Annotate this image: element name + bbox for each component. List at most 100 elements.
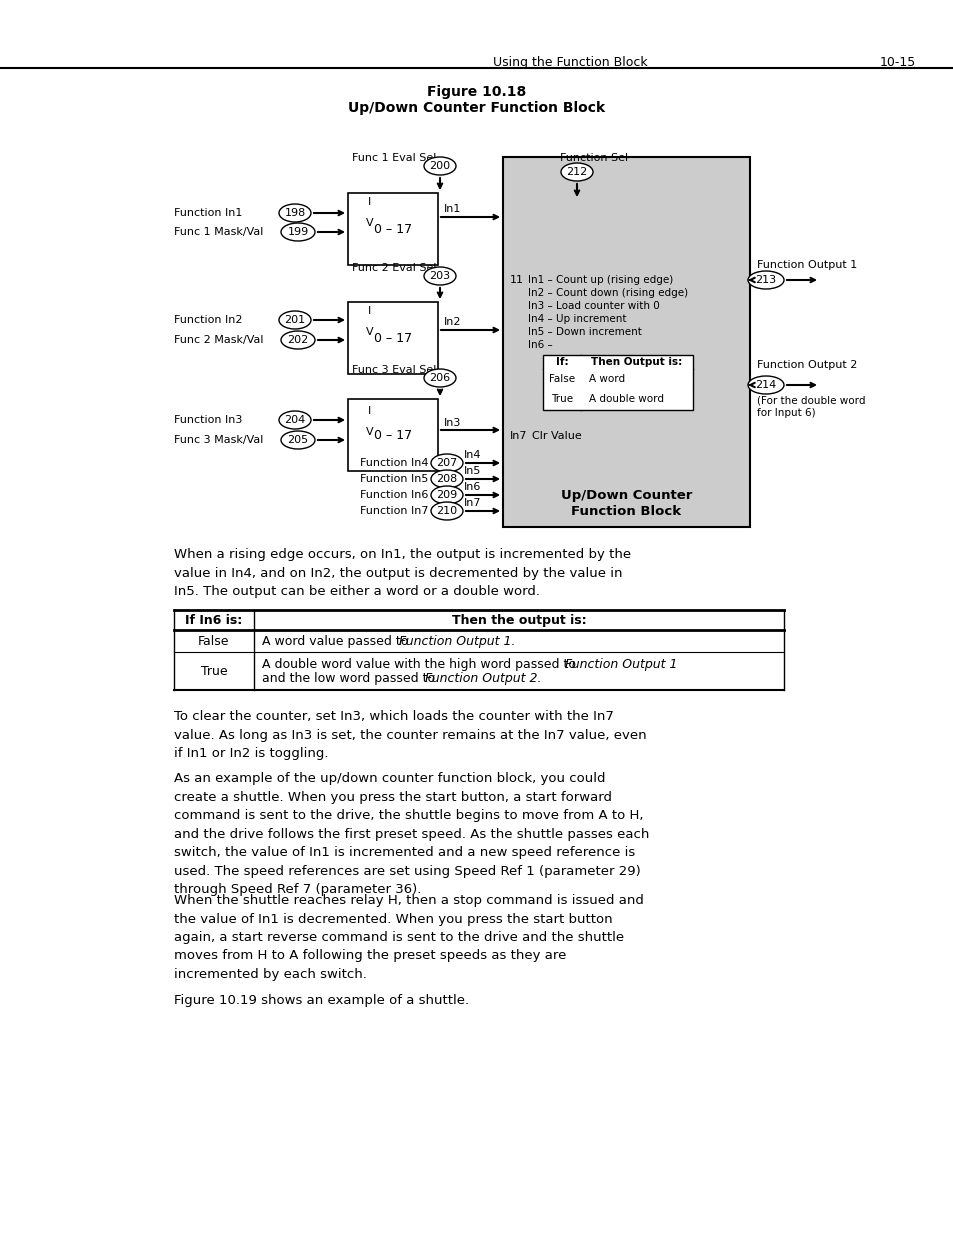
Text: Figure 10.18: Figure 10.18 [427,85,526,99]
Text: To clear the counter, set In3, which loads the counter with the In7
value. As lo: To clear the counter, set In3, which loa… [173,710,646,760]
Text: False: False [198,635,230,647]
Text: In3: In3 [443,417,461,429]
Ellipse shape [431,487,462,504]
Bar [348,303,437,374]
Text: In2 – Count down (rising edge): In2 – Count down (rising edge) [527,288,687,298]
Text: 10-15: 10-15 [879,56,915,68]
Text: In4 – Up increment: In4 – Up increment [527,314,626,324]
Text: Function In7: Function In7 [359,506,428,516]
Text: True: True [551,394,573,404]
Text: 205: 205 [287,435,308,445]
Ellipse shape [278,204,311,222]
Text: Function Output 1: Function Output 1 [757,261,857,270]
Bar [348,399,437,471]
Text: A word: A word [588,374,624,384]
Text: In1 – Count up (rising edge): In1 – Count up (rising edge) [527,275,673,285]
Text: Figure 10.19 shows an example of a shuttle.: Figure 10.19 shows an example of a shutt… [173,994,469,1007]
Text: Clr Value: Clr Value [532,431,581,441]
Text: A double word value with the high word passed to: A double word value with the high word p… [262,657,579,671]
Ellipse shape [281,331,314,350]
Ellipse shape [747,375,783,394]
Text: Function Block: Function Block [571,505,680,517]
Ellipse shape [423,267,456,285]
Text: 200: 200 [429,161,450,170]
Text: 208: 208 [436,474,457,484]
Text: In6: In6 [463,482,481,492]
Text: Function In6: Function In6 [359,490,428,500]
Text: Function Output 2.: Function Output 2. [424,672,541,684]
Text: 213: 213 [755,275,776,285]
Text: Then Output is:: Then Output is: [591,357,682,367]
Text: 212: 212 [566,167,587,177]
Text: 209: 209 [436,490,457,500]
Text: If In6 is:: If In6 is: [185,614,242,626]
Text: When the shuttle reaches relay H, then a stop command is issued and
the value of: When the shuttle reaches relay H, then a… [173,894,643,981]
Text: When a rising edge occurs, on In1, the output is incremented by the
value in In4: When a rising edge occurs, on In1, the o… [173,548,631,598]
Text: In7: In7 [463,498,481,508]
Text: False: False [548,374,575,384]
Bar [502,157,749,527]
Text: 198: 198 [284,207,305,219]
Ellipse shape [431,454,462,472]
Text: 203: 203 [429,270,450,282]
Ellipse shape [560,163,593,182]
Text: 207: 207 [436,458,457,468]
Text: V: V [366,427,374,437]
Text: I: I [368,406,372,416]
Bar [348,193,437,266]
Text: Function In2: Function In2 [173,315,242,325]
Text: Func 3 Eval Sel: Func 3 Eval Sel [352,366,436,375]
Text: A double word: A double word [588,394,663,404]
Text: 0 – 17: 0 – 17 [374,222,412,236]
Text: In5 – Down increment: In5 – Down increment [527,327,641,337]
Text: Function Sel: Function Sel [559,153,627,163]
Ellipse shape [747,270,783,289]
Text: In1: In1 [443,204,461,214]
Text: 210: 210 [436,506,457,516]
Text: Func 1 Mask/Val: Func 1 Mask/Val [173,227,263,237]
Ellipse shape [431,501,462,520]
Text: V: V [366,327,374,337]
Text: Up/Down Counter: Up/Down Counter [560,489,692,501]
Text: 201: 201 [284,315,305,325]
Ellipse shape [423,369,456,387]
Text: Function Output 2: Function Output 2 [757,359,857,370]
Text: 202: 202 [287,335,309,345]
Text: 214: 214 [755,380,776,390]
Text: V: V [366,219,374,228]
Text: Func 3 Mask/Val: Func 3 Mask/Val [173,435,263,445]
Text: If:: If: [555,357,568,367]
Text: In2: In2 [443,317,461,327]
Text: In3 – Load counter with 0: In3 – Load counter with 0 [527,301,659,311]
Text: I: I [368,198,372,207]
Text: for Input 6): for Input 6) [757,408,815,417]
Text: Func 2 Eval Sel: Func 2 Eval Sel [352,263,436,273]
Text: In6 –: In6 – [527,340,552,350]
Text: 204: 204 [284,415,305,425]
Text: Using the Function Block: Using the Function Block [492,56,647,68]
Text: 0 – 17: 0 – 17 [374,331,412,345]
Text: A word value passed to: A word value passed to [262,635,412,647]
Bar [542,354,692,410]
Text: and the low word passed to: and the low word passed to [262,672,438,684]
Text: 11: 11 [510,275,523,285]
Text: 0 – 17: 0 – 17 [374,429,412,441]
Text: True: True [200,664,227,678]
Text: Function Output 1: Function Output 1 [564,657,677,671]
Ellipse shape [281,224,314,241]
Text: Function Output 1.: Function Output 1. [398,635,515,647]
Text: As an example of the up/down counter function block, you could
create a shuttle.: As an example of the up/down counter fun… [173,772,649,897]
Text: Up/Down Counter Function Block: Up/Down Counter Function Block [348,101,605,115]
Text: I: I [368,306,372,316]
Text: Function In1: Function In1 [173,207,242,219]
Text: In4: In4 [463,450,481,459]
Text: 206: 206 [429,373,450,383]
Text: (For the double word: (For the double word [757,395,864,405]
Text: Function In5: Function In5 [359,474,428,484]
Text: Function In3: Function In3 [173,415,242,425]
Ellipse shape [278,311,311,329]
Text: Func 1 Eval Sel: Func 1 Eval Sel [352,153,436,163]
Text: Then the output is:: Then the output is: [451,614,586,626]
Text: In7: In7 [510,431,527,441]
Text: Function In4: Function In4 [359,458,428,468]
